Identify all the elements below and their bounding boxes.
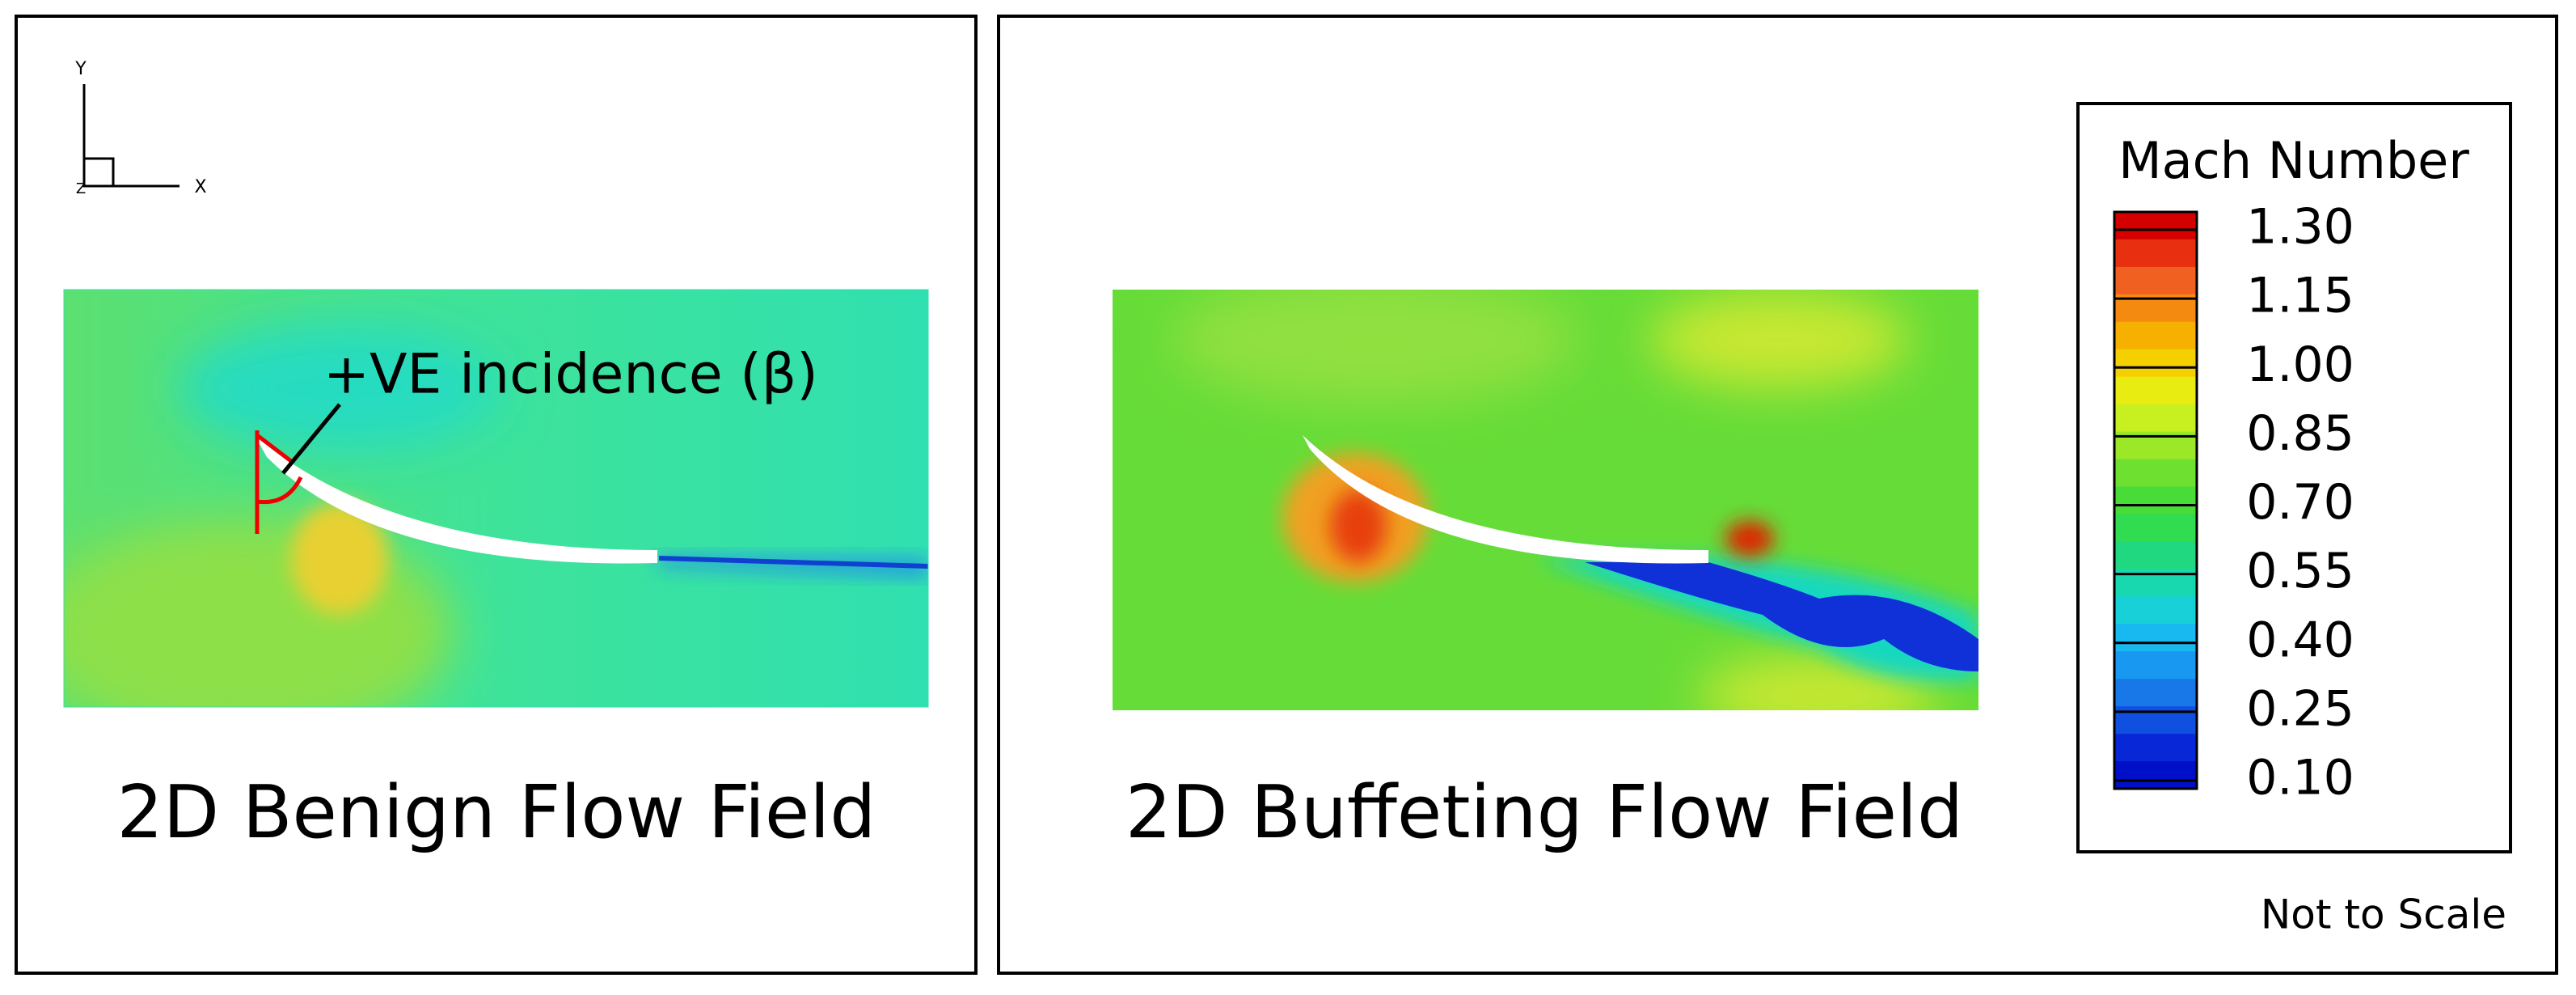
colorbar-label: 0.55 [2246, 543, 2354, 599]
legend-box [2076, 102, 2512, 853]
color-band [2114, 376, 2197, 405]
annotation: +VE incidence (β) [323, 343, 818, 407]
panel-title: 2D Buffeting Flow Field [1125, 770, 1963, 855]
benign-field [64, 290, 928, 707]
colorbar-label: 1.00 [2246, 337, 2354, 393]
incidence-marker [255, 430, 303, 534]
note: Not to Scale [2261, 891, 2506, 938]
color-band [2114, 541, 2197, 569]
colorbar-label: 0.10 [2246, 750, 2354, 807]
color-band [2114, 459, 2197, 488]
axis-x: X [194, 177, 206, 197]
axis-z: Z [76, 180, 86, 197]
colorbar-label: 0.70 [2246, 474, 2354, 531]
color-band [2114, 624, 2197, 652]
legend-title: Mach Number [2118, 131, 2469, 190]
colorbar-label: 1.15 [2246, 268, 2354, 324]
buffeting-field [1113, 290, 1978, 710]
color-band [2114, 404, 2197, 433]
right-panel [997, 15, 2558, 975]
colorbar-label: 0.85 [2246, 405, 2354, 462]
colorbar-frame [2113, 210, 2198, 790]
colorbar: 1.30 1.15 1.00 0.85 0.70 0.55 0.40 0.25 0.10 [2113, 199, 2354, 807]
colorbar-label: 0.25 [2246, 680, 2354, 737]
axis-triad [82, 84, 179, 188]
color-band [2114, 651, 2197, 680]
color-band [2114, 734, 2197, 762]
color-band [2114, 706, 2197, 735]
color-band [2114, 679, 2197, 707]
color-band [2114, 486, 2197, 514]
panel-title: 2D Benign Flow Field [117, 770, 876, 855]
color-band [2114, 266, 2197, 295]
color-band [2114, 514, 2197, 542]
color-band [2114, 239, 2197, 268]
color-band [2114, 212, 2197, 240]
colorbar-label: 1.30 [2246, 199, 2354, 256]
color-band [2114, 761, 2197, 790]
axis-y: Y [74, 59, 87, 79]
color-band [2114, 349, 2197, 378]
color-band [2114, 321, 2197, 350]
colorbar-label: 0.40 [2246, 612, 2354, 668]
left-panel [15, 15, 978, 975]
annotation-arrow [281, 403, 341, 475]
color-band [2114, 596, 2197, 625]
